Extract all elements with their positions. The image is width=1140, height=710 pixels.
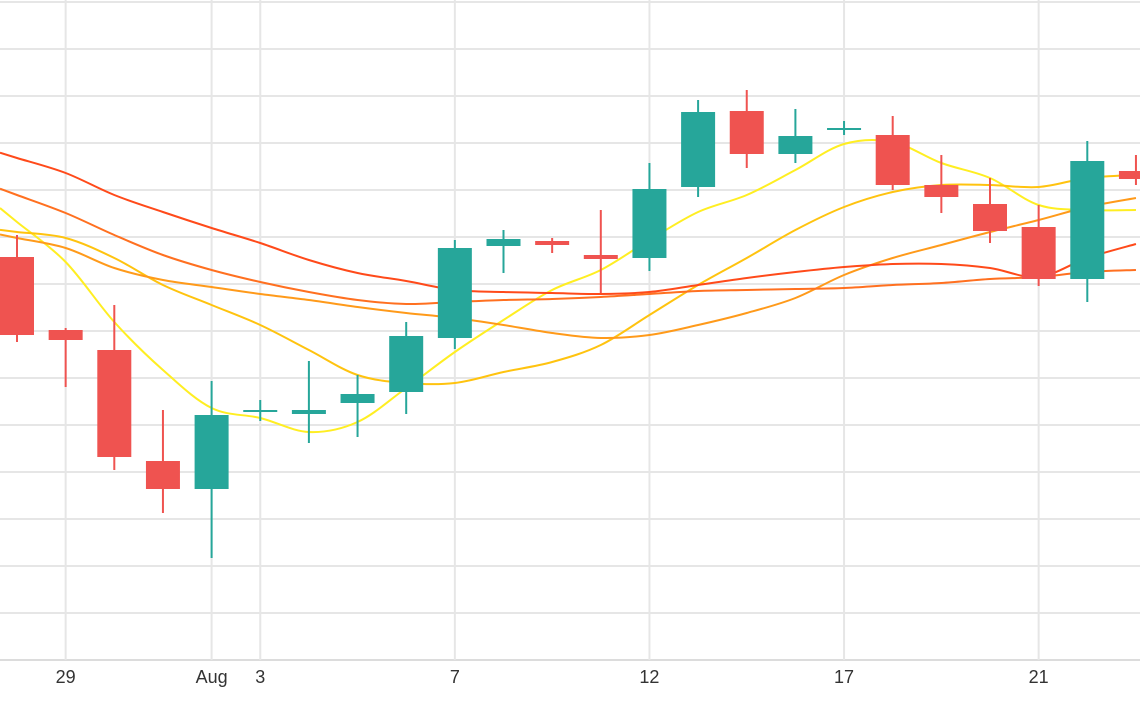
candle-body	[924, 185, 959, 197]
candle-body	[486, 239, 521, 246]
candle-down	[1118, 155, 1140, 185]
candle-body	[535, 241, 570, 245]
candle-up	[389, 322, 424, 414]
x-tick-label: 21	[1029, 667, 1049, 687]
candle-down	[729, 90, 764, 168]
candle-body	[97, 350, 132, 457]
candle-up	[827, 121, 862, 135]
candle-up	[778, 109, 813, 163]
candle-up	[243, 400, 278, 421]
x-tick-label: Aug	[196, 667, 228, 687]
candle-body	[243, 410, 278, 412]
candle-body	[291, 410, 326, 414]
candle-down	[97, 305, 132, 470]
candle-down	[48, 328, 83, 387]
candle-down	[875, 116, 910, 190]
line-ma-2	[0, 174, 1137, 386]
candle-body	[389, 336, 424, 392]
candle-up	[340, 375, 375, 437]
candle-body	[827, 128, 862, 130]
candle-body	[632, 189, 667, 258]
candle-up	[437, 240, 472, 349]
line-ma-3	[0, 197, 1137, 340]
candle-body	[0, 257, 34, 335]
candle-body	[973, 204, 1007, 231]
candle-down	[973, 178, 1007, 243]
candle-up	[1070, 141, 1105, 302]
candle-body	[1070, 161, 1105, 279]
candle-up	[632, 163, 667, 271]
candle-body	[1021, 227, 1056, 279]
candle-body	[340, 394, 375, 403]
moving-average-lines	[0, 139, 1137, 434]
candle-down	[535, 238, 570, 253]
candle-up	[681, 100, 716, 197]
candle-up	[291, 361, 326, 443]
candle-down	[1021, 205, 1056, 286]
candle-body	[729, 111, 764, 154]
x-tick-label: 12	[639, 667, 659, 687]
candle-body	[778, 136, 813, 154]
candle-down	[583, 210, 618, 293]
x-tick-label: 7	[450, 667, 460, 687]
candle-body	[437, 248, 472, 338]
candle-down	[0, 235, 34, 342]
x-axis-ticks: 29 Aug 3 7 12 17 21	[56, 667, 1049, 687]
line-ma-4	[0, 151, 1137, 296]
candle-body	[194, 415, 229, 489]
grid	[0, 0, 1140, 661]
line-ma-5	[0, 187, 1136, 306]
candle-up	[194, 381, 229, 558]
x-tick-label: 17	[834, 667, 854, 687]
candle-body	[875, 135, 910, 185]
candle-up	[486, 230, 521, 273]
candle-body	[1118, 171, 1140, 179]
candle-body	[145, 461, 180, 489]
candle-body	[681, 112, 716, 187]
x-tick-label: 29	[56, 667, 76, 687]
candle-body	[48, 330, 83, 340]
x-tick-label: 3	[255, 667, 265, 687]
candles	[0, 90, 1140, 558]
candle-down	[924, 155, 959, 213]
candle-body	[583, 255, 618, 259]
candle-down	[145, 410, 180, 513]
